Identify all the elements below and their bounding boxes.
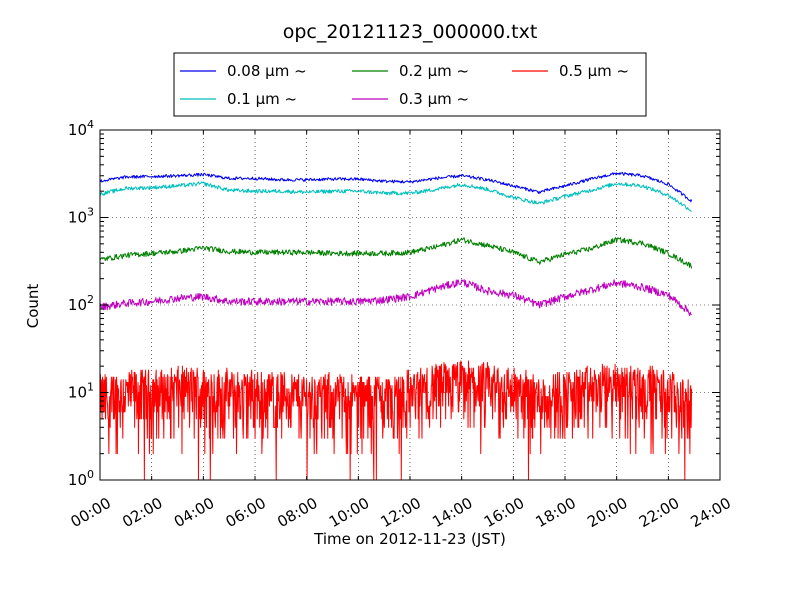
legend-box	[173, 52, 647, 117]
x-tick-label: 12:00	[378, 494, 424, 531]
series-line-2	[99, 237, 693, 269]
legend-label: 0.5 μm ~	[559, 62, 629, 80]
x-tick-label: 00:00	[68, 494, 114, 531]
y-tick-label: 102	[68, 293, 94, 314]
legend-label: 0.3 μm ~	[399, 90, 469, 108]
x-axis-label: Time on 2012-11-23 (JST)	[313, 530, 506, 548]
series-line-1	[99, 181, 692, 212]
x-tick-label: 22:00	[636, 494, 682, 531]
legend-label: 0.08 μm ~	[227, 62, 307, 80]
x-tick-label: 24:00	[688, 494, 734, 531]
chart-title: opc_20121123_000000.txt	[283, 21, 538, 43]
x-tick-label: 20:00	[584, 494, 630, 531]
y-tick-label: 103	[68, 206, 94, 227]
y-tick-label: 100	[68, 468, 94, 489]
y-tick-label: 101	[68, 381, 94, 402]
legend-label: 0.2 μm ~	[399, 62, 469, 80]
y-axis-label: Count	[24, 284, 42, 329]
y-axis: 100 101 102 103 104	[68, 118, 720, 489]
legend-label: 0.1 μm ~	[227, 90, 297, 108]
x-tick-label: 04:00	[171, 494, 217, 531]
x-tick-label: 14:00	[429, 494, 475, 531]
x-tick-label: 06:00	[223, 494, 269, 531]
x-tick-label: 18:00	[533, 494, 579, 531]
legend: 0.08 μm ~ 0.1 μm ~ 0.2 μm ~ 0.3 μm ~ 0.5 μm …	[173, 52, 647, 117]
series-line-0	[99, 172, 693, 203]
x-tick-label: 02:00	[119, 494, 165, 531]
series-line-3	[99, 279, 692, 317]
y-tick-label: 104	[68, 118, 94, 139]
series-line-4	[99, 360, 693, 481]
x-tick-label: 08:00	[274, 494, 320, 531]
plot-series	[99, 172, 693, 481]
x-tick-label: 16:00	[481, 494, 527, 531]
x-tick-label: 10:00	[326, 494, 372, 531]
